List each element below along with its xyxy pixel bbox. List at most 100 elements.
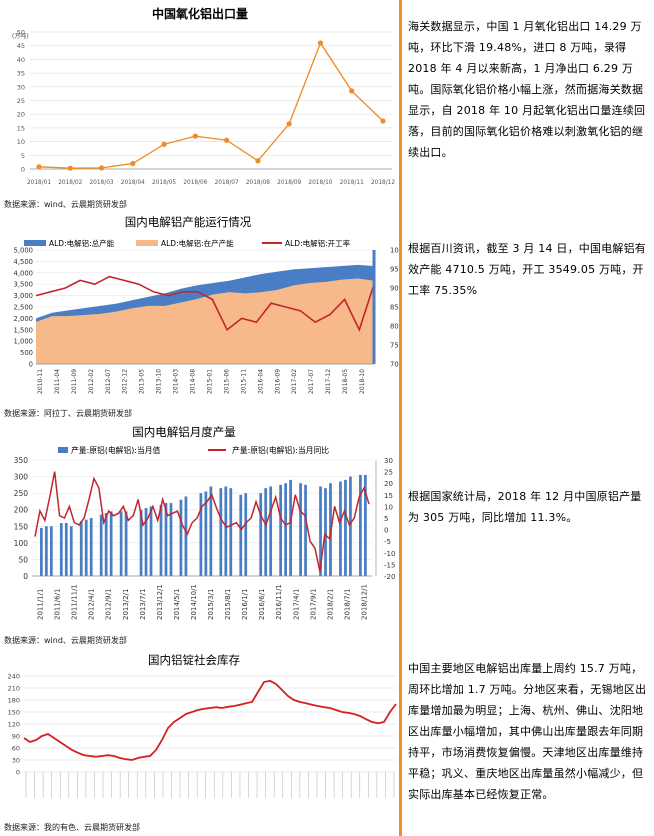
- x-tick-label: 2017-12: [325, 369, 332, 394]
- legend-label-active: ALD:电解铝:在产产能: [161, 238, 234, 248]
- y-left-tick-label: 4,000: [14, 269, 33, 277]
- utilization-rate-line: [35, 275, 375, 332]
- y-right-tick-label: -20: [384, 573, 395, 581]
- output-bar: [244, 493, 248, 576]
- output-bar: [304, 484, 307, 576]
- commentary-output: 根据国家统计局，2018 年 12 月中国原铝产量为 305 万吨，同比增加 1…: [408, 490, 642, 524]
- output-bar: [219, 488, 223, 576]
- legend-swatch-active: [136, 240, 158, 246]
- x-tick-label: 2013/2/1: [122, 589, 130, 620]
- y-right-tick-label: 95: [390, 266, 399, 274]
- output-bar: [209, 486, 213, 576]
- output-bar: [224, 486, 228, 576]
- y-right-tick-label: 0: [384, 527, 388, 535]
- output-bar: [64, 522, 68, 576]
- chart-title: 中国氧化铝出口量: [152, 6, 248, 21]
- x-tick-label: 2018/7/1: [343, 589, 351, 620]
- output-bar: [324, 488, 327, 576]
- y-tick-label: 150: [8, 709, 20, 717]
- y-right-tick-label: -10: [384, 550, 395, 558]
- y-left-tick-label: 200: [14, 506, 29, 515]
- y-left-tick-label: 350: [14, 456, 29, 465]
- x-tick-label: 2012/4/1: [88, 589, 96, 620]
- x-tick-label: 2018/08: [246, 180, 270, 186]
- series-line: [38, 41, 384, 169]
- chart-title: 国内电解铝月度产量: [132, 425, 236, 439]
- y-tick-label: 240: [8, 673, 20, 681]
- x-tick-label: 2018/12/1: [361, 584, 369, 620]
- output-bar: [184, 496, 188, 576]
- y-tick-label: 20: [17, 111, 25, 119]
- x-tick-label: 2016/6/1: [258, 589, 266, 620]
- inventory-line: [23, 679, 397, 761]
- y-tick-label: 60: [12, 745, 20, 753]
- output-bar: [99, 514, 103, 576]
- output-bar: [344, 479, 347, 576]
- output-bar: [44, 526, 48, 576]
- y-left-tick-label: 100: [14, 539, 29, 548]
- y-left-tick-label: 4,500: [14, 258, 33, 266]
- output-bar: [349, 476, 352, 576]
- data-point: [130, 160, 136, 167]
- legend-label-output: 产量:原铝(电解铝):当月值: [71, 445, 161, 455]
- output-bar: [179, 499, 183, 576]
- data-point: [36, 164, 42, 170]
- y-left-tick-label: 250: [14, 489, 29, 498]
- x-tick-label: 2014/10/1: [190, 584, 198, 620]
- output-bar: [69, 526, 73, 576]
- y-tick-label: 30: [12, 757, 20, 765]
- x-tick-label: 2014-08: [190, 369, 197, 394]
- x-tick-label: 2018/10: [308, 180, 332, 186]
- output-bar: [144, 508, 148, 576]
- y-right-tick-label: 15: [384, 492, 393, 500]
- data-point: [161, 141, 167, 147]
- electrolytic-aluminum-capacity-chart: 国内电解铝产能运行情况 ALD:电解铝:总产能 ALD:电解铝:在产产能 ALD:电解…: [14, 215, 399, 394]
- x-tick-label: 2015/8/1: [224, 589, 232, 620]
- output-bar: [59, 522, 63, 576]
- output-bar: [359, 474, 362, 576]
- x-tick-label: 2011/11/1: [71, 584, 79, 620]
- aluminum-ingot-inventory-chart: 国内铝锭社会库存 0 30 60 90 120 150 180 210 240: [8, 653, 397, 798]
- output-bar: [199, 493, 203, 576]
- x-tick-label: 2018/04: [121, 180, 145, 186]
- y-left-tick-label: 150: [14, 522, 29, 531]
- y-right-tick-label: -5: [384, 538, 391, 546]
- charts-column: 中国氧化铝出口量 (万吨) 0 5 10 15 20 25 30 35 40 45 50 2018/01 2…: [4, 6, 399, 832]
- y-tick-label: 45: [17, 42, 25, 50]
- x-tick-label: 2017-07: [308, 369, 315, 394]
- x-tick-label: 2012-12: [122, 369, 129, 394]
- alumina-export-chart: 中国氧化铝出口量 (万吨) 0 5 10 15 20 25 30 35 40 45 50 2018/01 2…: [12, 6, 395, 186]
- y-tick-label: 30: [17, 83, 25, 91]
- y-tick-label: 5: [21, 152, 25, 160]
- y-tick-label: 25: [17, 97, 25, 105]
- x-tick-label: 2013-10: [156, 369, 163, 394]
- commentary-alumina: 海关数据显示，中国 1 月氧化铝出口 14.29 万吨，环比下滑 19.48%，…: [408, 20, 646, 159]
- y-left-tick-label: 0: [29, 361, 33, 369]
- output-bar: [49, 526, 53, 576]
- y-left-tick-label: 1,000: [14, 338, 33, 346]
- y-right-tick-label: 30: [384, 457, 393, 465]
- x-tick-label: 2016/1/1: [241, 589, 249, 620]
- source-note-3: 数据来源：wind、云晨期货研发部: [4, 636, 127, 645]
- x-tick-label: 2010-11: [37, 369, 44, 394]
- output-bar: [204, 491, 208, 576]
- output-bar: [159, 504, 163, 576]
- x-tick-label: 2013/7/1: [139, 589, 147, 620]
- output-bar: [239, 494, 243, 576]
- y-tick-label: 120: [8, 721, 20, 729]
- y-left-tick-label: 3,000: [14, 292, 33, 300]
- legend-label-total: ALD:电解铝:总产能: [49, 238, 115, 248]
- y-right-tick-label: 25: [384, 469, 393, 477]
- x-tick-label: 2018/09: [277, 180, 301, 186]
- source-note-2: 数据来源：阿拉丁、云晨期货研发部: [4, 409, 132, 418]
- x-tick-label: 2016-09: [274, 369, 281, 394]
- x-tick-label: 2018-05: [342, 369, 349, 394]
- y-tick-label: 50: [17, 29, 25, 37]
- x-tick-label: 2011/6/1: [54, 589, 62, 620]
- data-point: [98, 165, 105, 171]
- output-bar: [139, 509, 143, 576]
- y-right-tick-label: 70: [390, 361, 399, 369]
- x-tick-label: 2017/4/1: [292, 589, 300, 620]
- output-bar: [89, 518, 93, 576]
- y-left-tick-label: 50: [18, 555, 28, 564]
